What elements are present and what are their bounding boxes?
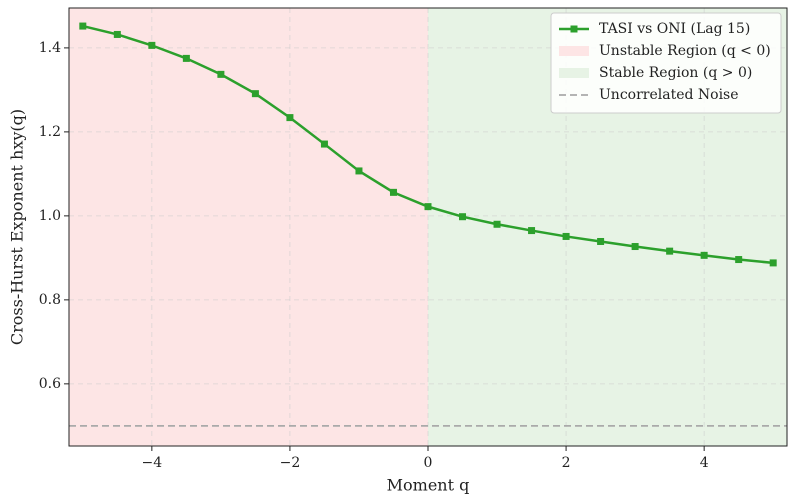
legend: TASI vs ONI (Lag 15) Unstable Region (q <… [550, 12, 782, 114]
legend-swatch [570, 25, 578, 33]
x-tick-label: 4 [700, 455, 709, 471]
legend-label: Unstable Region (q < 0) [599, 43, 771, 59]
x-tick-label: −4 [142, 455, 163, 471]
marker [389, 188, 397, 196]
y-tick-label: 1.4 [39, 40, 61, 56]
marker [631, 243, 639, 251]
marker [735, 256, 743, 264]
marker [666, 247, 674, 255]
marker [493, 220, 501, 228]
y-tick-label: 1.2 [39, 124, 61, 140]
marker [597, 237, 605, 245]
marker [355, 167, 363, 175]
x-axis-label: Moment q [387, 476, 470, 495]
marker [217, 70, 225, 78]
legend-swatch [559, 68, 589, 78]
marker [528, 227, 536, 235]
marker [459, 213, 467, 221]
marker [251, 90, 259, 98]
y-tick-label: 0.6 [39, 376, 61, 392]
x-tick-label: 2 [562, 455, 571, 471]
marker [424, 203, 432, 211]
y-axis-label: Cross-Hurst Exponent hxy(q) [8, 109, 27, 345]
marker [562, 232, 570, 240]
marker [320, 140, 328, 148]
region [69, 8, 428, 446]
marker [769, 259, 777, 267]
marker [113, 30, 121, 38]
legend-swatch [559, 46, 589, 56]
plot-frame [68, 7, 788, 447]
legend-label: Uncorrelated Noise [599, 87, 739, 103]
marker [79, 22, 87, 30]
y-tick-label: 1.0 [39, 208, 61, 224]
x-tick-label: −2 [280, 455, 301, 471]
x-tick-label: 0 [424, 455, 433, 471]
legend-label: TASI vs ONI (Lag 15) [599, 21, 750, 37]
y-tick-label: 0.8 [39, 292, 61, 308]
marker [182, 54, 190, 62]
marker [148, 41, 156, 49]
legend-box [550, 12, 782, 114]
marker [700, 251, 708, 259]
legend-label: Stable Region (q > 0) [599, 65, 752, 81]
marker [286, 114, 294, 122]
